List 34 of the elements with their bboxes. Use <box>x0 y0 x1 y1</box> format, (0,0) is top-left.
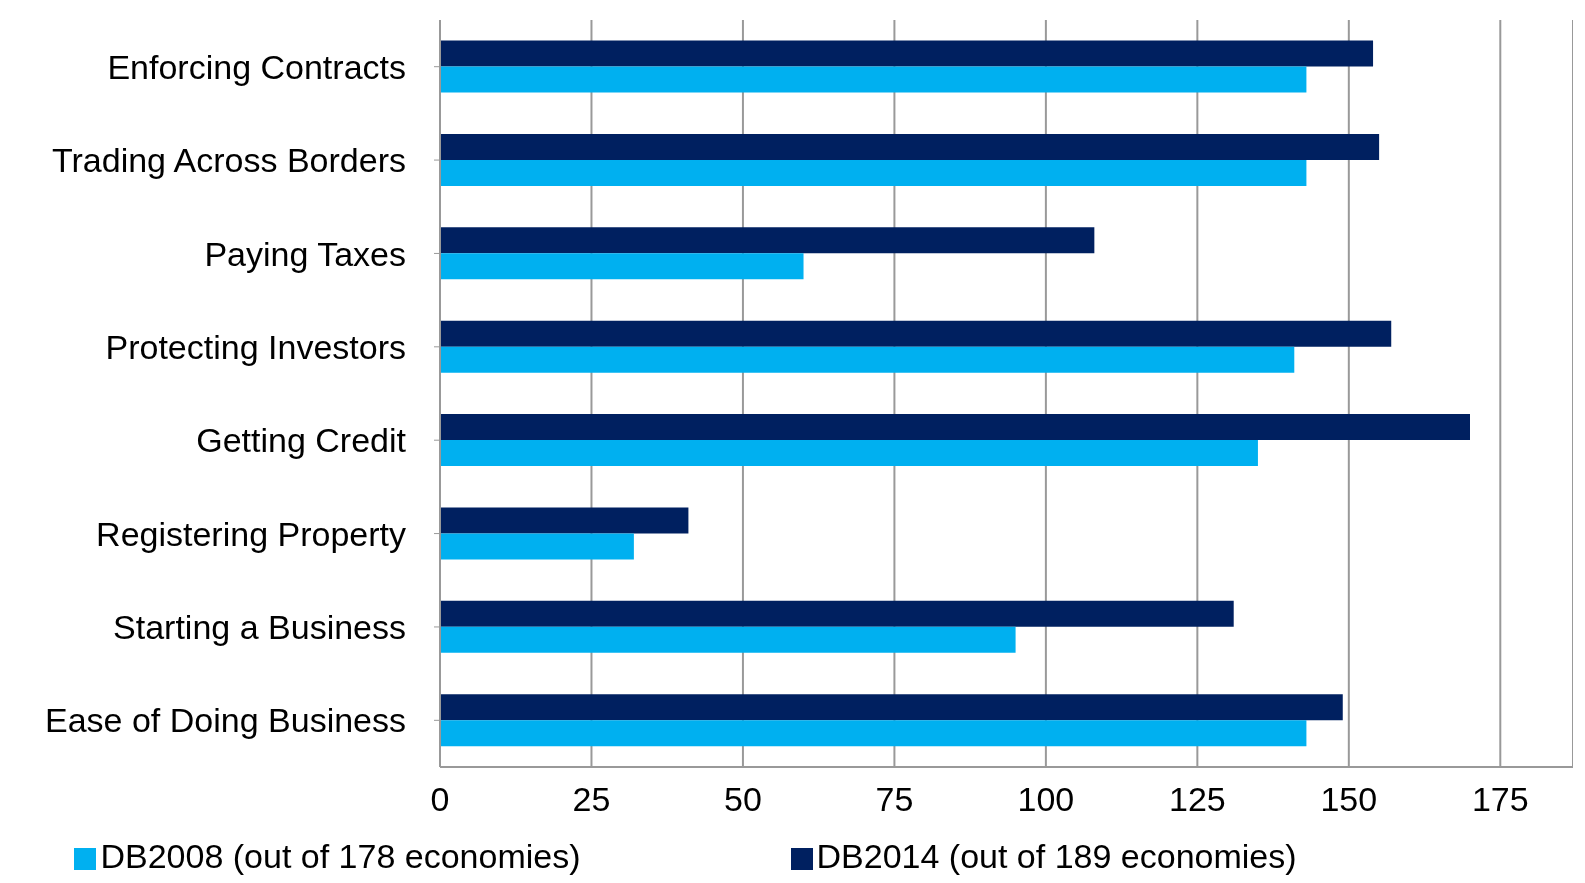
y-tick-label: Enforcing Contracts <box>107 47 406 86</box>
bar <box>440 600 1234 627</box>
y-tick-label: Ease of Doing Business <box>45 701 406 740</box>
bar <box>440 507 689 534</box>
bar <box>440 346 1295 373</box>
bar <box>440 414 1470 441</box>
bar <box>440 533 634 560</box>
y-tick-label: Paying Taxes <box>204 234 406 273</box>
bar <box>440 694 1343 721</box>
bar <box>440 159 1307 186</box>
y-tick-label: Registering Property <box>96 514 406 553</box>
y-tick-label: Trading Across Borders <box>52 141 406 180</box>
x-tick-label: 175 <box>1471 780 1529 819</box>
bar <box>440 440 1258 467</box>
y-tick-label: Protecting Investors <box>105 327 406 366</box>
bar <box>440 66 1307 93</box>
bar <box>440 40 1374 67</box>
bar <box>440 253 804 280</box>
bar <box>440 320 1392 347</box>
x-tick-label: 100 <box>1017 780 1075 819</box>
bar <box>440 227 1095 254</box>
x-tick-label: 75 <box>875 780 914 819</box>
y-tick-label: Getting Credit <box>196 421 407 460</box>
bar <box>440 720 1307 747</box>
y-tick-label: Starting a Business <box>113 608 406 647</box>
bar <box>440 133 1380 160</box>
legend-label: DB2014 (out of 189 economies) <box>816 837 1297 875</box>
x-tick-label: 125 <box>1168 780 1226 819</box>
x-tick-label: 50 <box>724 780 762 819</box>
x-tick-label: 150 <box>1320 780 1378 819</box>
legend-label: DB2008 (out of 178 economies) <box>100 837 581 875</box>
x-tick-label: 25 <box>572 780 611 819</box>
x-tick-label: 0 <box>430 780 450 819</box>
bar <box>440 626 1016 653</box>
